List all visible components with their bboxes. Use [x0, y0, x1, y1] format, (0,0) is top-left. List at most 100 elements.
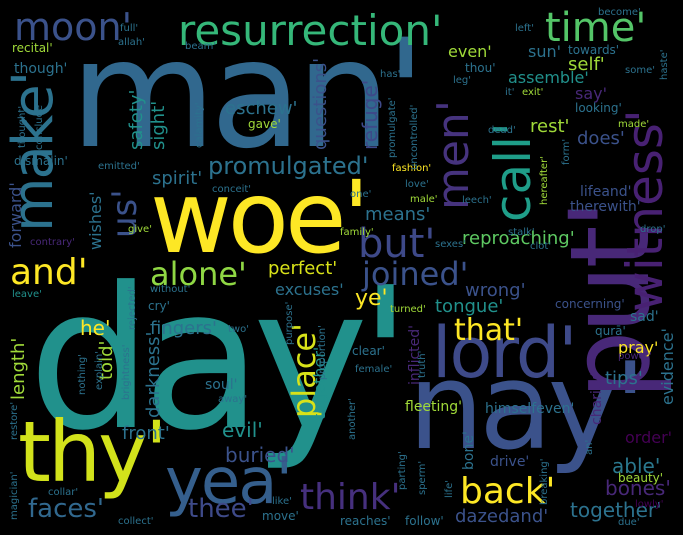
word-dead: dead' — [488, 125, 516, 136]
word-therewith: therewith' — [570, 199, 641, 215]
word-away: away' — [218, 394, 248, 405]
word-beam: beam' — [185, 41, 217, 52]
word-thought: thought' — [17, 105, 28, 148]
word-move: move' — [262, 509, 299, 523]
word-forward: forward' — [6, 182, 25, 248]
word-beauty: beauty' — [618, 471, 664, 485]
word-sexes: sexes' — [435, 239, 466, 250]
word-emitted: emitted' — [98, 161, 140, 172]
word-thou: thou' — [465, 61, 496, 75]
word-means: means' — [365, 204, 431, 225]
word-say: say' — [575, 84, 608, 103]
word-two: two' — [228, 324, 249, 335]
word-buried: buried' — [225, 443, 295, 467]
word-sad: sad' — [630, 309, 659, 325]
word-darkness: darkness' — [143, 331, 164, 418]
word-reproaching: reproaching' — [462, 228, 575, 249]
word-hereafter: hereafter' — [539, 156, 550, 205]
word-male: male' — [410, 194, 438, 205]
word-left: left' — [515, 23, 534, 34]
word-and: and' — [10, 252, 88, 293]
word-promulgated: promulgated' — [208, 152, 369, 180]
word-nothing: nothing' — [77, 354, 88, 395]
word-like: like' — [272, 496, 292, 507]
word-truth: truth' — [417, 350, 428, 378]
word-clear: clear' — [352, 344, 385, 358]
word-stalk: stalk' — [508, 227, 535, 238]
word-restore: restore' — [9, 401, 20, 440]
word-does: does' — [577, 128, 625, 149]
word-day: day' — [28, 246, 412, 474]
word-lifeand: lifeand' — [580, 184, 632, 200]
word-explain: explain' — [94, 350, 105, 390]
word-family: family' — [340, 227, 374, 238]
word-sperm: sperm' — [417, 460, 428, 495]
word-lord: lord' — [432, 312, 578, 394]
word-life: life' — [444, 480, 455, 498]
word-pray: pray' — [618, 338, 659, 357]
word-resurrection: resurrection' — [178, 6, 443, 55]
word-alone: alone' — [150, 255, 247, 293]
word-an: an' — [584, 439, 595, 455]
word-rest: rest' — [530, 116, 570, 137]
word-proportion: proportion' — [317, 325, 328, 380]
word-magician: magician' — [9, 471, 20, 521]
word-rejected: rejected' — [127, 286, 138, 330]
word-looking: looking' — [575, 101, 622, 115]
word-become: become' — [598, 7, 641, 18]
word-parting: parting' — [397, 451, 408, 490]
word-cry: cry' — [148, 299, 170, 313]
word-joined: joined' — [362, 255, 469, 293]
word-drive: drive' — [490, 454, 530, 470]
word-that: that' — [454, 313, 524, 348]
word-eschew: eschew' — [225, 98, 298, 119]
word-dismalin: dismalin' — [14, 154, 68, 168]
word-faces: faces' — [28, 494, 105, 524]
word-bones: bones' — [605, 476, 671, 500]
word-conclude: conclude' — [34, 102, 45, 150]
word-give: give' — [128, 224, 152, 235]
word-without: without' — [150, 284, 191, 295]
word-able: able' — [612, 454, 661, 478]
word-towards: towards' — [568, 43, 620, 57]
word-leech: leech' — [462, 195, 492, 206]
word-love: love' — [405, 179, 429, 190]
word-tongue: tongue' — [435, 296, 504, 317]
word-brightness: brightness' — [121, 344, 132, 400]
word-allah: allah' — [118, 37, 145, 48]
word-yea: yea' — [165, 445, 293, 519]
word-safety: safety' — [126, 89, 147, 150]
word-time: time' — [545, 5, 647, 51]
word-collar: collar' — [48, 487, 79, 498]
word-bone: bone' — [461, 431, 477, 470]
word-gave: gave' — [248, 117, 281, 131]
word-wishes: wishes' — [86, 191, 105, 250]
word-has: has' — [380, 69, 401, 80]
word-female: female' — [355, 364, 393, 375]
word-turned: turned' — [390, 304, 426, 315]
word-perfect: perfect' — [268, 258, 338, 279]
word-he: he' — [80, 316, 111, 340]
word-leave: leave' — [12, 289, 42, 300]
word-woe: woe' — [150, 159, 370, 276]
word-qura: qurā' — [595, 324, 626, 338]
word-thee: thee' — [188, 494, 254, 524]
word-lowly: lowly' — [635, 499, 664, 510]
word-made: made' — [618, 119, 650, 130]
word-one: one' — [350, 189, 372, 200]
word-evil: evil' — [222, 418, 263, 442]
word-order: order' — [625, 428, 673, 447]
word-uncontrolled: uncontrolled' — [409, 104, 420, 170]
word-some: some' — [625, 65, 655, 76]
word-collect: collect' — [118, 516, 154, 527]
word-soul: soul' — [205, 377, 238, 393]
word-full: full' — [120, 23, 139, 34]
word-questions: questions' — [310, 57, 331, 150]
word-fingers: fingers' — [150, 318, 217, 339]
word-breaking: breaking' — [539, 458, 550, 505]
word-fleeting: fleeting' — [405, 399, 463, 415]
word-wrong: wrong' — [465, 280, 526, 301]
word-fashion: fashion' — [392, 163, 432, 174]
word-haste: haste' — [659, 49, 670, 81]
